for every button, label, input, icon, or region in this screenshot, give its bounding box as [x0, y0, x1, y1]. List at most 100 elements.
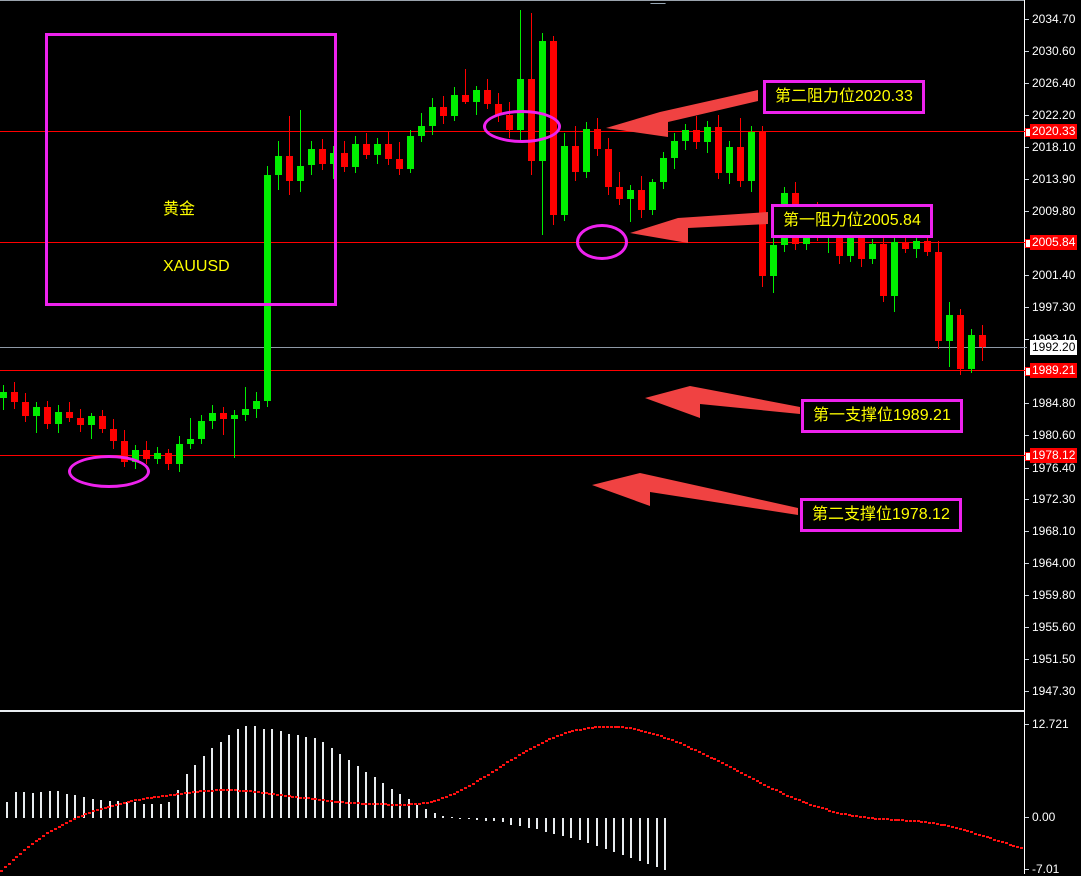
macd-histogram-bar: [399, 794, 402, 819]
macd-signal-point: [809, 803, 813, 806]
macd-signal-point: [448, 794, 452, 797]
highlight-rectangle[interactable]: [45, 33, 337, 306]
macd-signal-point: [682, 744, 686, 747]
price-tag-1992.20[interactable]: 1992.20: [1021, 340, 1081, 355]
macd-histogram-bar: [288, 733, 291, 819]
macd-signal-point: [210, 789, 214, 792]
tick-label: 2030.60: [1032, 43, 1076, 58]
macd-signal-point: [901, 819, 905, 822]
ellipse-low-consolidation[interactable]: [68, 455, 150, 488]
macd-histogram-bar: [365, 771, 368, 819]
tag-leader: [1021, 347, 1027, 348]
level-line-current-price[interactable]: [0, 347, 1024, 348]
macd-signal-point: [513, 756, 517, 759]
macd-signal-point: [471, 782, 475, 785]
macd-signal-point: [667, 738, 671, 740]
macd-histogram-bar: [621, 818, 624, 855]
macd-signal-point: [203, 790, 207, 793]
candle-wick: [245, 386, 246, 421]
macd-signal-point: [770, 787, 774, 790]
macd-signal-point: [517, 754, 521, 757]
macd-signal-point: [747, 776, 751, 779]
macd-histogram-bar: [476, 818, 479, 820]
macd-signal-point: [164, 794, 168, 797]
annotation-r2[interactable]: 第二阻力位2020.33: [763, 80, 925, 114]
macd-signal-point: [383, 803, 387, 806]
macd-signal-point: [19, 852, 23, 855]
macd-signal-point: [625, 726, 629, 729]
macd-signal-point: [464, 786, 468, 789]
macd-signal-point: [552, 736, 556, 739]
macd-histogram-bar: [271, 729, 274, 819]
macd-signal-point: [828, 809, 832, 812]
price-tag-2005.84[interactable]: 2005.84: [1021, 235, 1081, 251]
macd-histogram-bar: [664, 818, 667, 870]
level-line-support-1[interactable]: [0, 369, 1024, 371]
macd-signal-point: [149, 796, 153, 799]
macd-signal-point: [598, 725, 602, 728]
level-line-resistance-1[interactable]: [0, 242, 1024, 244]
annotation-s2[interactable]: 第二支撑位1978.12: [800, 498, 962, 532]
macd-signal-point: [356, 802, 360, 805]
candle-body: [891, 242, 898, 297]
candle-body: [77, 417, 84, 426]
candle-body: [473, 90, 480, 103]
macd-signal-point: [728, 766, 732, 769]
price-tag-2020.33[interactable]: 2020.33: [1021, 123, 1081, 139]
price-chart-panel[interactable]: 黄金 XAUUSD: [0, 4, 1024, 710]
macd-signal-point: [912, 820, 916, 823]
macd-signal-point: [230, 789, 234, 792]
tick-dash: [1025, 115, 1029, 117]
level-line-support-2[interactable]: [0, 455, 1024, 457]
candle-body: [341, 153, 348, 168]
macd-signal-point: [820, 807, 824, 810]
macd-signal-point: [751, 777, 755, 780]
candle-body: [319, 148, 326, 164]
macd-signal-point: [974, 832, 978, 835]
macd-signal-point: [467, 784, 471, 787]
macd-signal-point: [989, 837, 993, 840]
ellipse-resistance-1-touch[interactable]: [576, 224, 628, 260]
tick-dash: [1025, 467, 1029, 469]
macd-signal-point: [122, 801, 126, 804]
tick-dash: [1025, 210, 1029, 212]
macd-histogram-bar: [305, 736, 308, 819]
macd-signal-point: [425, 801, 429, 804]
macd-signal-point: [291, 795, 295, 798]
candle-body: [572, 145, 579, 172]
annotation-s1[interactable]: 第一支撑位1989.21: [801, 399, 963, 433]
macd-signal-point: [337, 801, 341, 804]
annotation-r1[interactable]: 第一阻力位2005.84: [771, 204, 933, 238]
macd-signal-point: [778, 791, 782, 794]
macd-signal-point: [299, 796, 303, 799]
price-tag-1978.12[interactable]: 1978.12: [1021, 448, 1081, 464]
price-scale[interactable]: 2034.70 2030.60 2026.40 2022.20 2018.10 2013.…: [1021, 0, 1081, 876]
macd-signal-point: [295, 796, 299, 798]
macd-signal-point: [644, 730, 648, 733]
macd-signal-point: [767, 785, 771, 788]
candle-body: [385, 143, 392, 160]
candle-body: [726, 147, 733, 174]
macd-histogram-bar: [442, 815, 445, 819]
macd-signal-point: [636, 728, 640, 731]
candle-body: [132, 450, 139, 463]
macd-signal-point: [46, 832, 50, 835]
price-tag-1989.21[interactable]: 1989.21: [1021, 362, 1081, 378]
macd-signal-point: [279, 794, 283, 797]
macd-scale-label: 0.00: [1032, 810, 1056, 825]
macd-histogram-bar: [74, 795, 77, 819]
macd-histogram-bar: [159, 803, 162, 819]
tag-leader: [1021, 242, 1027, 244]
macd-signal-point: [322, 799, 326, 802]
macd-signal-point: [398, 803, 402, 806]
macd-signal-point: [510, 758, 514, 761]
macd-signal-point: [916, 820, 920, 823]
macd-histogram-bar: [561, 818, 564, 836]
macd-signal-point: [805, 802, 809, 805]
macd-signal-point: [7, 862, 11, 865]
ellipse-resistance-2-touch[interactable]: [483, 110, 561, 143]
tick-dash: [1025, 659, 1029, 660]
macd-indicator-panel[interactable]: [0, 719, 1024, 874]
macd-signal-point: [118, 802, 122, 805]
macd-signal-point: [460, 789, 464, 792]
